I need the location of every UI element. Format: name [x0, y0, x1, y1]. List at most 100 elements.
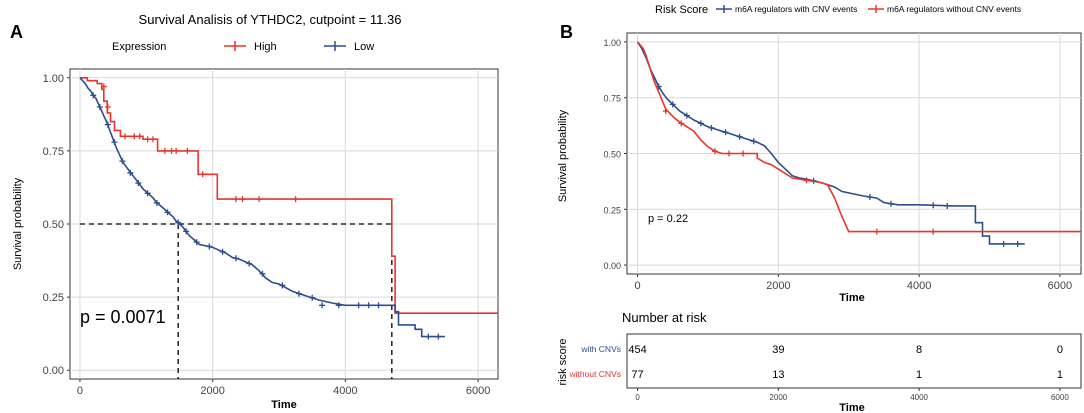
risk-cell-1-3: 1 [1057, 369, 1063, 381]
panel-a-xlabel: Time [271, 399, 296, 411]
a-censor-mark-1-3 [111, 139, 118, 146]
risk-cell-1-2: 1 [916, 369, 922, 381]
b-ytick-label-0: 0.00 [603, 261, 621, 271]
a-censor-mark-1-20 [309, 294, 316, 301]
b-censor-mark-1-4 [740, 150, 747, 157]
b-xtick-label-3: 6000 [1048, 280, 1072, 292]
risk-cell-0-0: 454 [628, 344, 646, 356]
a-censor-mark-1-24 [365, 302, 372, 309]
a-censor-mark-1-25 [375, 302, 382, 309]
b-censor-mark-0-9 [866, 194, 873, 201]
a-censor-mark-1-22 [335, 302, 342, 309]
a-censor-mark-1-17 [259, 270, 266, 277]
risk-cell-1-0: 77 [631, 369, 643, 381]
b-censor-mark-1-2 [711, 148, 718, 155]
b-censor-mark-1-1 [678, 120, 685, 127]
a-censor-mark-0-2 [122, 133, 129, 140]
a-censor-mark-1-18 [279, 282, 286, 289]
a-censor-mark-0-11 [199, 171, 206, 178]
panel-b-grid [627, 33, 1081, 274]
b-censor-mark-0-14 [1014, 240, 1021, 247]
a-censor-mark-0-3 [131, 133, 138, 140]
panel-a-series [79, 77, 498, 340]
panel-a: A Survival Analisis of YTHDC2, cutpoint … [10, 12, 499, 411]
b-censor-mark-1-7 [930, 228, 937, 235]
panel-a-median-lines [79, 223, 393, 379]
b-censor-mark-0-12 [944, 202, 951, 209]
a-xtick-label-0: 0 [77, 385, 83, 397]
a-censor-mark-1-27 [435, 333, 442, 340]
b-censor-mark-0-13 [1000, 240, 1007, 247]
a-censor-mark-1-5 [127, 169, 134, 176]
a-censor-mark-0-6 [149, 136, 156, 143]
b-censor-mark-1-3 [726, 150, 733, 157]
a-censor-mark-1-26 [425, 333, 432, 340]
a-censor-mark-1-12 [193, 239, 200, 246]
risk-cell-1-1: 13 [772, 369, 784, 381]
risk-xtick-label-2: 4000 [910, 393, 928, 402]
a-censor-mark-1-8 [153, 199, 160, 206]
a-xtick-label-3: 6000 [466, 385, 490, 397]
a-xtick-label-2: 4000 [333, 385, 357, 397]
a-censor-mark-1-14 [219, 248, 226, 255]
b-censor-mark-0-1 [669, 101, 676, 108]
a-censor-mark-0-14 [256, 196, 263, 203]
a-censor-mark-1-7 [144, 190, 151, 197]
a-ytick-label-0: 0.00 [43, 365, 64, 377]
a-censor-mark-1-16 [246, 260, 253, 267]
b-censor-mark-0-6 [736, 133, 743, 140]
panel-b-label: B [560, 22, 573, 42]
risk-cell-0-3: 0 [1057, 344, 1063, 356]
risk-cell-0-2: 8 [916, 344, 922, 356]
risk-table-cells: with CNVs 454 39 8 0 without CNVs 77 13 1 1 [569, 344, 1063, 381]
b-censor-mark-0-3 [697, 120, 704, 127]
legend-with-label: m6A regulators with CNV events [735, 4, 857, 14]
a-censor-mark-1-0 [90, 92, 97, 99]
a-censor-mark-1-4 [119, 158, 126, 165]
risk-table: Number at risk risk score with CNVs 454 39… [557, 310, 1082, 413]
panel-b-pvalue: p = 0.22 [648, 213, 688, 225]
a-censor-mark-0-13 [239, 196, 246, 203]
risk-xtick-label-1: 2000 [769, 393, 787, 402]
b-xtick-label-2: 4000 [907, 280, 931, 292]
a-series-line-1 [79, 77, 445, 338]
legend-high-label: High [254, 41, 277, 53]
panel-a-grid [70, 69, 498, 379]
risk-table-x-ticks: 0 2000 4000 6000 [635, 388, 1069, 402]
a-censor-mark-0-12 [232, 196, 239, 203]
a-censor-mark-1-6 [135, 180, 142, 187]
a-censor-mark-0-7 [161, 147, 168, 154]
a-censor-mark-1-9 [164, 209, 171, 216]
panel-b-legend: Risk Score m6A regulators with CNV event… [655, 4, 1021, 16]
a-censor-mark-1-19 [295, 290, 302, 297]
b-ytick-label-1: 0.25 [603, 205, 621, 215]
a-ytick-label-4: 1.00 [43, 73, 64, 85]
panel-a-x-ticks: 0 2000 4000 6000 [77, 379, 490, 397]
a-censor-mark-0-4 [136, 133, 143, 140]
a-censor-mark-1-2 [104, 121, 111, 128]
legend-without-label: m6A regulators without CNV events [887, 4, 1021, 14]
b-series-line-1 [636, 41, 1081, 233]
a-ytick-label-2: 0.50 [43, 219, 64, 231]
b-censor-mark-1-5 [803, 177, 810, 184]
risk-xtick-label-0: 0 [635, 393, 640, 402]
panel-a-y-ticks: 0.00 0.25 0.50 0.75 1.00 [43, 73, 70, 377]
a-censor-mark-0-10 [184, 147, 191, 154]
b-xtick-label-0: 0 [634, 280, 640, 292]
panel-b-series [636, 41, 1081, 247]
a-censor-mark-0-0 [100, 83, 107, 90]
a-ytick-label-3: 0.75 [43, 146, 64, 158]
panel-b-y-ticks: 0.00 0.25 0.50 0.75 1.00 [603, 38, 627, 271]
a-censor-mark-0-5 [144, 136, 151, 143]
panel-a-pvalue: p = 0.0071 [80, 307, 166, 327]
panel-b: B Risk Score m6A regulators with CNV eve… [557, 4, 1082, 413]
risk-row-label-1: without CNVs [569, 369, 622, 379]
panel-a-title: Survival Analisis of YTHDC2, cutpoint = … [139, 12, 402, 27]
a-censor-mark-0-9 [173, 147, 180, 154]
a-censor-mark-0-1 [104, 104, 111, 111]
b-censor-mark-0-11 [930, 202, 937, 209]
b-censor-mark-0-10 [887, 200, 894, 207]
panel-a-ylabel: Survival probability [12, 177, 24, 270]
legend-low-label: Low [354, 41, 374, 53]
